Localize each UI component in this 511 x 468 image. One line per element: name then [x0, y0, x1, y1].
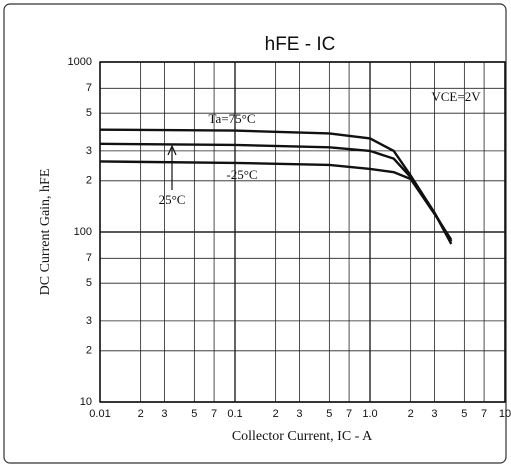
arrow-head	[167, 144, 177, 156]
x-tick-label: 7	[211, 408, 217, 420]
y-tick-label: 3	[86, 315, 92, 327]
frame	[3, 3, 507, 464]
x-tick-label: 7	[481, 408, 487, 420]
x-tick-label: 0.01	[89, 408, 110, 420]
y-tick-label: 7	[86, 252, 92, 264]
x-tick-label: 5	[191, 408, 197, 420]
chart-title: hFE - IC	[265, 34, 336, 55]
x-tick-label: 3	[431, 408, 437, 420]
x-tick-label: 2	[408, 408, 414, 420]
annotation: VCE=2V	[431, 89, 481, 104]
x-tick-label: 0.1	[227, 408, 242, 420]
annotation: -25°C	[226, 167, 257, 182]
y-tick-label: 2	[86, 175, 92, 187]
x-tick-label: 5	[326, 408, 332, 420]
x-axis-label: Collector Current, IC - A	[232, 429, 373, 444]
x-tick-label: 7	[346, 408, 352, 420]
annotation: 25°C	[159, 192, 186, 207]
annotation: Ta=75°C	[208, 111, 255, 126]
x-tick-label: 2	[138, 408, 144, 420]
y-tick-label: 10	[80, 396, 92, 408]
x-tick-label: 1.0	[362, 408, 377, 420]
y-tick-label: 5	[86, 277, 92, 289]
y-tick-label: 5	[86, 107, 92, 119]
y-axis-label: DC Current Gain, hFE	[38, 169, 53, 296]
x-tick-label: 10	[499, 408, 511, 420]
x-tick-label: 3	[296, 408, 302, 420]
x-tick-label: 3	[161, 408, 167, 420]
y-tick-label: 1000	[68, 56, 92, 68]
line	[99, 160, 453, 241]
plot-border	[99, 61, 506, 403]
y-tick-label: 7	[86, 82, 92, 94]
x-tick-label: 2	[273, 408, 279, 420]
x-tick-label: 5	[461, 408, 467, 420]
y-tick-label: 100	[74, 226, 92, 238]
y-tick-label: 2	[86, 345, 92, 357]
y-tick-label: 3	[86, 145, 92, 157]
